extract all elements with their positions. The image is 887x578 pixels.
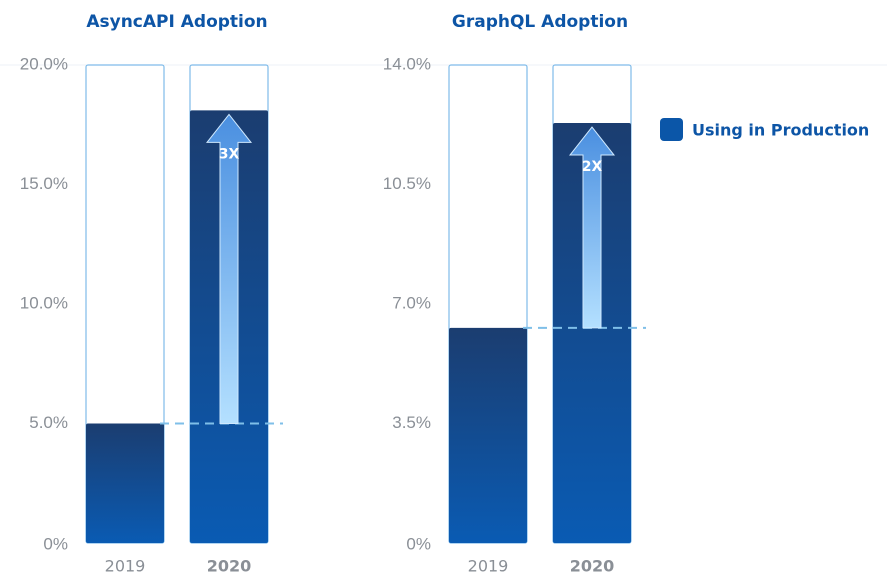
y-tick-label: 20.0% xyxy=(20,54,68,73)
x-tick-label: 2019 xyxy=(468,557,509,576)
bar xyxy=(553,123,631,544)
y-tick-label: 10.5% xyxy=(383,174,431,193)
y-tick-label: 10.0% xyxy=(20,293,68,312)
y-tick-label: 0% xyxy=(406,534,431,553)
growth-arrow xyxy=(205,113,253,424)
legend-label: Using in Production xyxy=(692,121,869,140)
bar xyxy=(449,327,527,543)
growth-label: 3X xyxy=(219,146,240,162)
legend-swatch xyxy=(660,118,683,141)
y-tick-label: 7.0% xyxy=(392,293,431,312)
y-tick-label: 14.0% xyxy=(383,54,431,73)
chart-title: GraphQL Adoption xyxy=(452,12,628,32)
y-tick-label: 5.0% xyxy=(29,413,68,432)
chart-title: AsyncAPI Adoption xyxy=(86,12,267,32)
y-tick-label: 15.0% xyxy=(20,174,68,193)
y-tick-label: 3.5% xyxy=(392,413,431,432)
growth-label: 2X xyxy=(582,159,603,175)
x-tick-label: 2020 xyxy=(207,557,252,576)
x-tick-label: 2020 xyxy=(570,557,615,576)
growth-arrow xyxy=(568,126,616,329)
bar xyxy=(86,423,164,543)
y-tick-label: 0% xyxy=(43,534,68,553)
x-tick-label: 2019 xyxy=(105,557,146,576)
